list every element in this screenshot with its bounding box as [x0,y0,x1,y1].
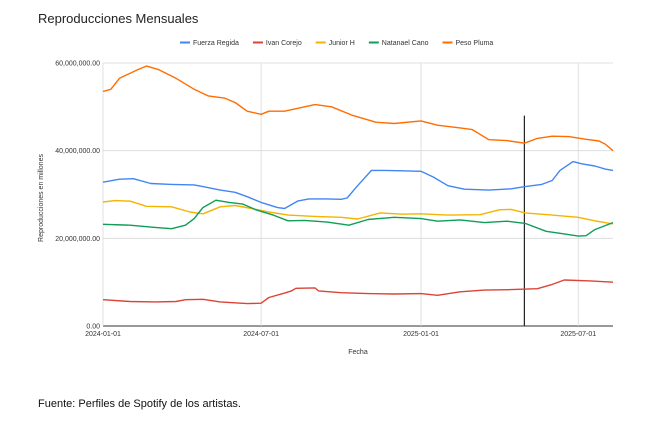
x-axis-title: Fecha [348,349,368,356]
legend-label: Peso Pluma [456,40,494,47]
y-tick-label: 20,000,000.00 [55,236,100,243]
y-tick-label: 60,000,000.00 [55,61,100,68]
x-tick-label: 2025-07-01 [560,331,596,338]
series-line-fuerza-regida [102,160,614,210]
legend-label: Natanael Cano [382,40,429,47]
x-tick-label: 2024-07-01 [243,331,279,338]
y-axis-title: Reproducciones en millones [38,154,45,242]
series-line-junior-h [102,199,614,225]
legend-label: Ivan Corejo [266,40,302,47]
series-line-natanael-cano [102,199,614,237]
axis-labels: 0.00 20,000,000.00 40,000,000.00 60,000,000… [55,61,596,339]
grid-lines [102,62,613,327]
legend-label: Fuerza Regida [193,40,239,47]
source-note: Fuente: Perfiles de Spotify de los artis… [38,398,241,410]
chart-title: Reproducciones Mensuales [38,11,199,26]
y-tick-label: 0.00 [86,324,100,331]
series-line-ivan-corejo [102,279,614,305]
legend: Fuerza Regida Ivan Corejo Junior H Natanael… [180,40,493,47]
series-line-peso-pluma [102,65,614,152]
x-tick-label: 2024-01-01 [85,331,121,338]
legend-label: Junior H [329,40,355,47]
y-tick-label: 40,000,000.00 [55,148,100,155]
x-tick-label: 2025-01-01 [403,331,439,338]
series-lines [102,65,614,305]
